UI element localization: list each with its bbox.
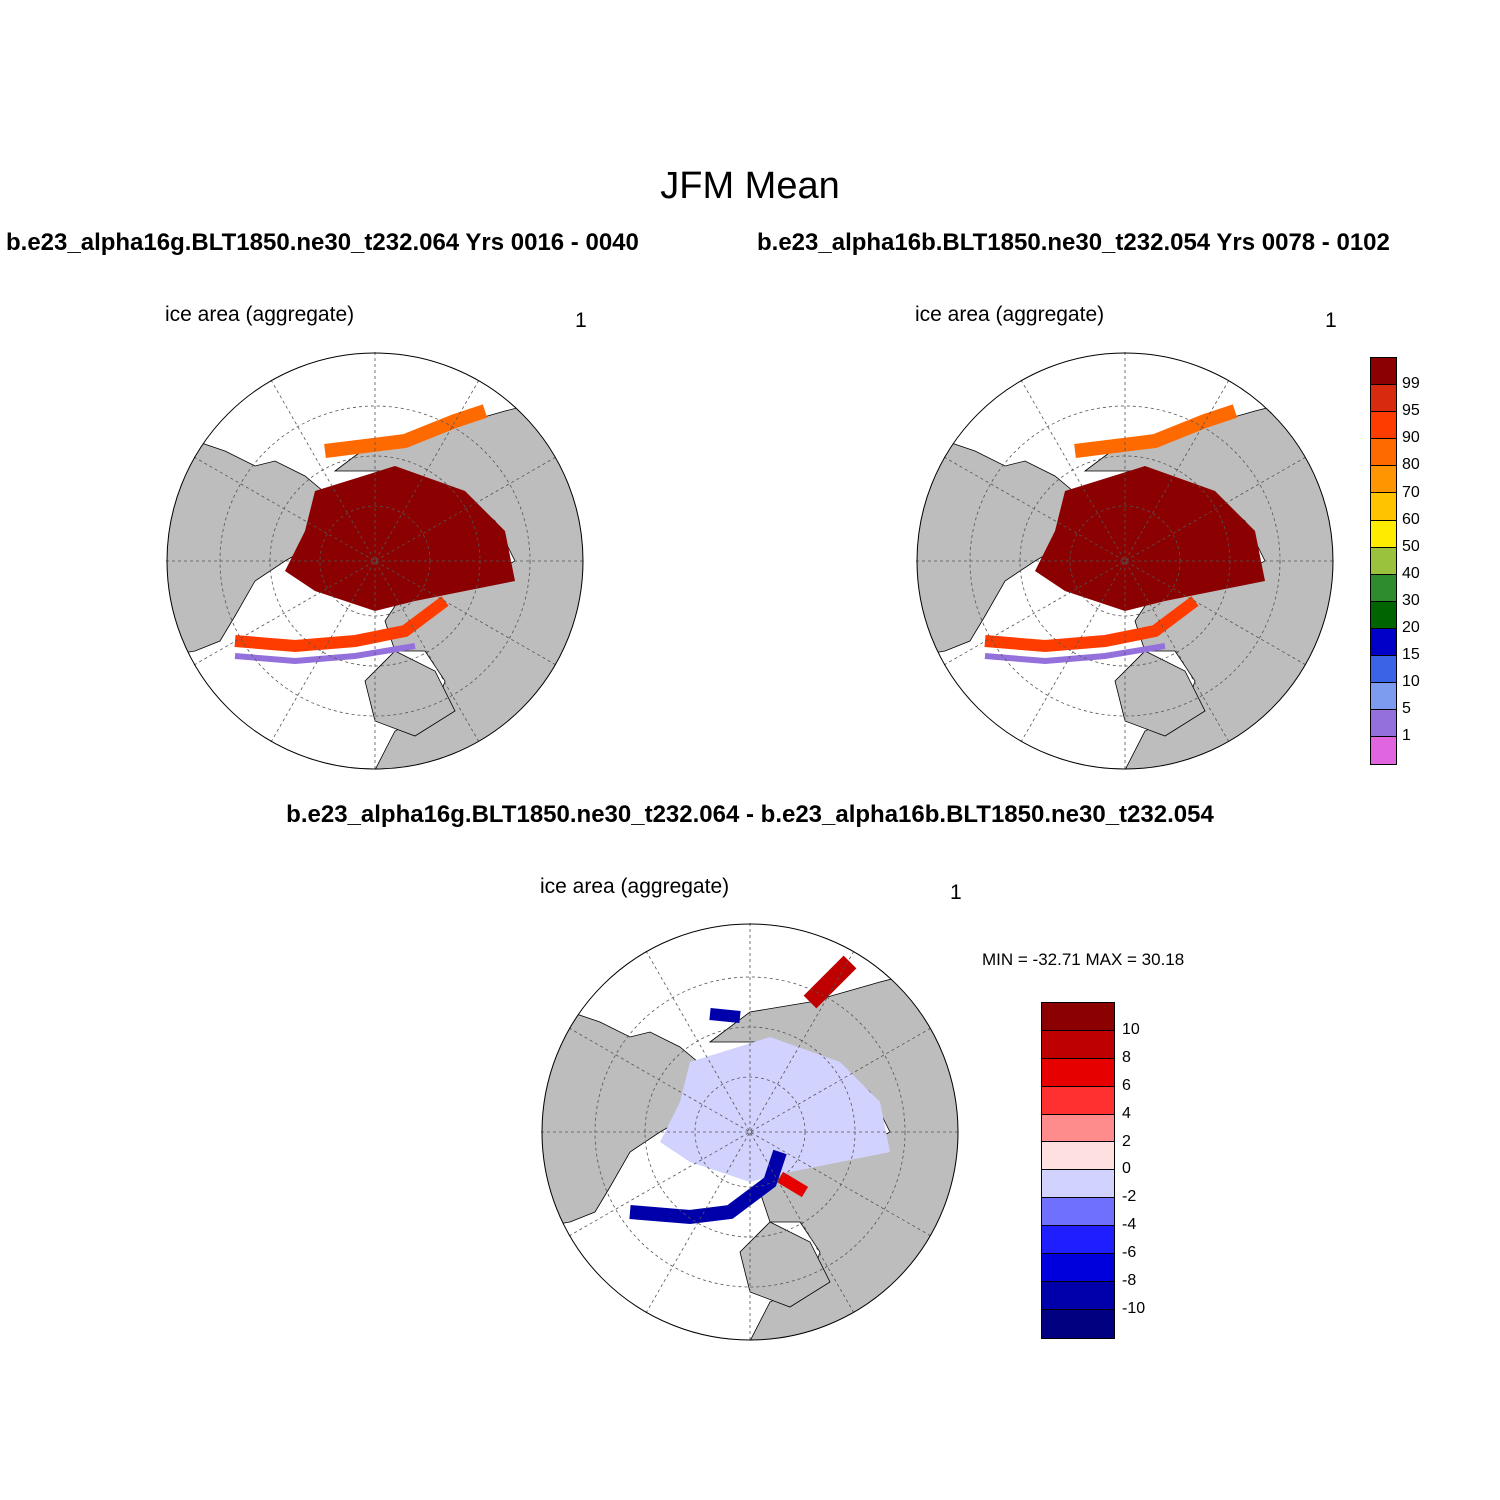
diff-negative-atlantic [629, 1149, 787, 1225]
panel-a-units: 1 [575, 309, 587, 332]
land-greenland [739, 1221, 831, 1308]
colorbar-ice-area-label: 90 [1402, 429, 1420, 447]
difference-map [541, 923, 959, 1341]
colorbar-difference-swatch [1042, 1170, 1114, 1199]
colorbar-ice-area-swatch [1371, 439, 1396, 467]
colorbar-ice-area-label: 70 [1402, 483, 1420, 501]
colorbar-ice-area-swatch [1371, 520, 1396, 548]
colorbar-ice-area-swatch [1371, 358, 1396, 386]
colorbar-ice-area [1370, 357, 1397, 766]
colorbar-ice-area-label: 30 [1402, 591, 1420, 609]
colorbar-ice-area-label: 50 [1402, 537, 1420, 555]
colorbar-difference-label: 2 [1122, 1132, 1131, 1150]
colorbar-difference-label: 4 [1122, 1104, 1131, 1122]
difference-minmax: MIN = -32.71 MAX = 30.18 [982, 950, 1185, 969]
colorbar-difference-swatch [1042, 1030, 1114, 1059]
diff-positive-barents [776, 1171, 809, 1198]
difference-variable: ice area (aggregate) [540, 875, 730, 898]
colorbar-ice-area-swatch [1371, 574, 1396, 602]
colorbar-difference-label: 10 [1122, 1020, 1140, 1038]
panel-a-map [166, 352, 584, 770]
colorbar-difference-swatch [1042, 1058, 1114, 1087]
difference-title: b.e23_alpha16g.BLT1850.ne30_t232.064 - b… [286, 801, 1214, 828]
panel-a-title: b.e23_alpha16g.BLT1850.ne30_t232.064 Yrs… [6, 229, 639, 256]
ice-edge-pacific [1074, 404, 1238, 458]
colorbar-difference-swatch [1042, 1003, 1114, 1031]
colorbar-ice-area-label: 5 [1402, 700, 1411, 718]
colorbar-ice-area-swatch [1371, 710, 1396, 738]
figure-title: JFM Mean [660, 165, 840, 207]
colorbar-difference-label: -10 [1122, 1299, 1146, 1317]
diff-negative-pacific [709, 1008, 741, 1023]
colorbar-ice-area-label: 15 [1402, 646, 1420, 664]
colorbar-difference-label: -6 [1122, 1244, 1137, 1262]
colorbar-difference-label: 8 [1122, 1048, 1131, 1066]
panel-b-units: 1 [1325, 309, 1337, 332]
colorbar-difference-swatch [1042, 1114, 1114, 1143]
colorbar-ice-area-swatch [1371, 493, 1396, 521]
colorbar-ice-area-label: 10 [1402, 673, 1420, 691]
diff-positive-pacific [803, 955, 857, 1009]
colorbar-ice-area-label: 80 [1402, 456, 1420, 474]
panel-b-variable: ice area (aggregate) [915, 303, 1105, 326]
ice-cover [285, 466, 515, 611]
panel-b-map [916, 352, 1334, 770]
colorbar-difference-label: -8 [1122, 1272, 1137, 1289]
colorbar-difference-swatch [1042, 1198, 1114, 1227]
colorbar-difference-swatch [1042, 1281, 1114, 1310]
difference-units: 1 [950, 881, 962, 904]
panel-a-variable: ice area (aggregate) [165, 303, 355, 326]
colorbar-ice-area-swatch [1371, 737, 1396, 765]
colorbar-ice-area-swatch [1371, 412, 1396, 440]
colorbar-ice-area-label: 95 [1402, 402, 1420, 420]
ice-edge-margin [234, 643, 416, 665]
colorbar-ice-area-label: 99 [1402, 375, 1420, 393]
diff-neutral [660, 1037, 890, 1182]
colorbar-ice-area-swatch [1371, 601, 1396, 629]
colorbar-difference-label: -4 [1122, 1216, 1137, 1234]
colorbar-ice-area-label: 20 [1402, 619, 1420, 636]
colorbar-difference-label: 0 [1122, 1160, 1131, 1178]
colorbar-ice-area-swatch [1371, 628, 1396, 657]
ice-cover [1035, 466, 1265, 611]
colorbar-difference-swatch [1042, 1142, 1114, 1171]
colorbar-ice-area-label: 60 [1402, 510, 1420, 528]
colorbar-ice-area-swatch [1371, 385, 1396, 413]
colorbar-ice-area-label: 1 [1402, 727, 1411, 745]
colorbar-ice-area-swatch [1371, 683, 1396, 711]
ice-edge-atlantic [984, 596, 1199, 653]
colorbar-difference-swatch [1042, 1226, 1114, 1255]
colorbar-ice-area-swatch [1371, 656, 1396, 684]
colorbar-difference [1041, 1002, 1115, 1339]
panel-b-title: b.e23_alpha16b.BLT1850.ne30_t232.054 Yrs… [757, 229, 1390, 256]
colorbar-difference-swatch [1042, 1254, 1114, 1282]
land-greenland [1114, 650, 1206, 737]
colorbar-difference-swatch [1042, 1309, 1114, 1338]
ice-edge-pacific [324, 404, 488, 458]
colorbar-ice-area-swatch [1371, 466, 1396, 494]
colorbar-difference-label: 6 [1122, 1076, 1131, 1094]
colorbar-difference-label: -2 [1122, 1188, 1137, 1206]
ice-edge-margin [984, 643, 1166, 665]
colorbar-ice-area-swatch [1371, 547, 1396, 575]
colorbar-ice-area-label: 40 [1402, 564, 1420, 582]
land-greenland [364, 650, 456, 737]
colorbar-difference-swatch [1042, 1086, 1114, 1115]
ice-edge-atlantic [234, 596, 449, 653]
